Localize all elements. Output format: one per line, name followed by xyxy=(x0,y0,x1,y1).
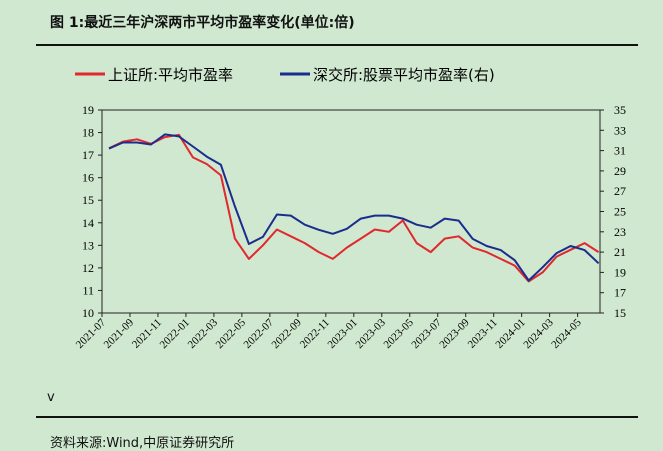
y-right-tick-label: 29 xyxy=(614,164,626,178)
x-tick-label: 2022-07 xyxy=(242,316,277,351)
y-right-tick-label: 25 xyxy=(614,205,626,219)
footnote: v xyxy=(47,390,55,405)
y-right-tick-label: 33 xyxy=(614,123,626,137)
x-tick-label: 2023-01 xyxy=(326,317,360,351)
bottom-rule xyxy=(36,416,638,418)
y-left-tick-label: 13 xyxy=(82,238,94,252)
y-right-tick-label: 35 xyxy=(614,103,626,117)
plot-frame xyxy=(101,109,601,314)
x-tick-label: 2024-03 xyxy=(521,316,556,351)
y-left-tick-label: 15 xyxy=(82,193,94,207)
y-left-tick-label: 19 xyxy=(82,103,94,117)
y-right-tick-label: 15 xyxy=(614,306,626,320)
series-line-szse xyxy=(108,133,600,282)
legend: 上证所:平均市盈率 深交所:股票平均市盈率(右) xyxy=(75,66,495,84)
x-tick-label: 2021-07 xyxy=(74,316,109,351)
y-right-tick-label: 17 xyxy=(614,286,626,300)
source-note: 资料来源:Wind,中原证券研究所 xyxy=(50,436,235,451)
y-right-tick-label: 23 xyxy=(614,225,626,239)
top-rule xyxy=(36,44,638,46)
y-left-tick-label: 18 xyxy=(82,126,94,140)
y-right-tick-label: 19 xyxy=(614,265,626,279)
x-tick-label: 2022-01 xyxy=(158,317,192,351)
x-tick-label: 2023-03 xyxy=(353,316,388,351)
x-tick-label: 2021-09 xyxy=(102,316,137,351)
y-right-tick-label: 27 xyxy=(614,184,626,198)
y-left-tick-label: 11 xyxy=(82,283,94,297)
y-right-tick-label: 31 xyxy=(614,144,626,158)
x-tick-label: 2021-11 xyxy=(130,317,164,351)
y-right-tick-label: 21 xyxy=(614,245,626,259)
x-tick-label: 2022-09 xyxy=(270,316,305,351)
x-tick-label: 2022-05 xyxy=(214,316,249,351)
x-tick-label: 2023-05 xyxy=(381,316,416,351)
x-tick-label: 2023-11 xyxy=(466,317,500,351)
legend-label-sse: 上证所:平均市盈率 xyxy=(108,66,233,84)
legend-label-szse: 深交所:股票平均市盈率(右) xyxy=(313,66,495,84)
x-tick-label: 2022-03 xyxy=(186,316,221,351)
x-tick-label: 2024-01 xyxy=(493,317,527,351)
x-tick-label: 2023-09 xyxy=(437,316,472,351)
x-tick-label: 2024-05 xyxy=(549,316,584,351)
y-left-tick-label: 12 xyxy=(82,261,94,275)
y-left-tick-label: 16 xyxy=(82,171,94,185)
chart-title: 图 1:最近三年沪深两市平均市盈率变化(单位:倍) xyxy=(50,15,355,31)
y-left-tick-label: 10 xyxy=(82,306,94,320)
y-left-tick-label: 17 xyxy=(82,148,94,162)
x-tick-label: 2023-07 xyxy=(409,316,444,351)
series-line-sse xyxy=(108,133,600,283)
x-tick-label: 2022-11 xyxy=(298,317,332,351)
y-left-tick-label: 14 xyxy=(82,216,94,230)
